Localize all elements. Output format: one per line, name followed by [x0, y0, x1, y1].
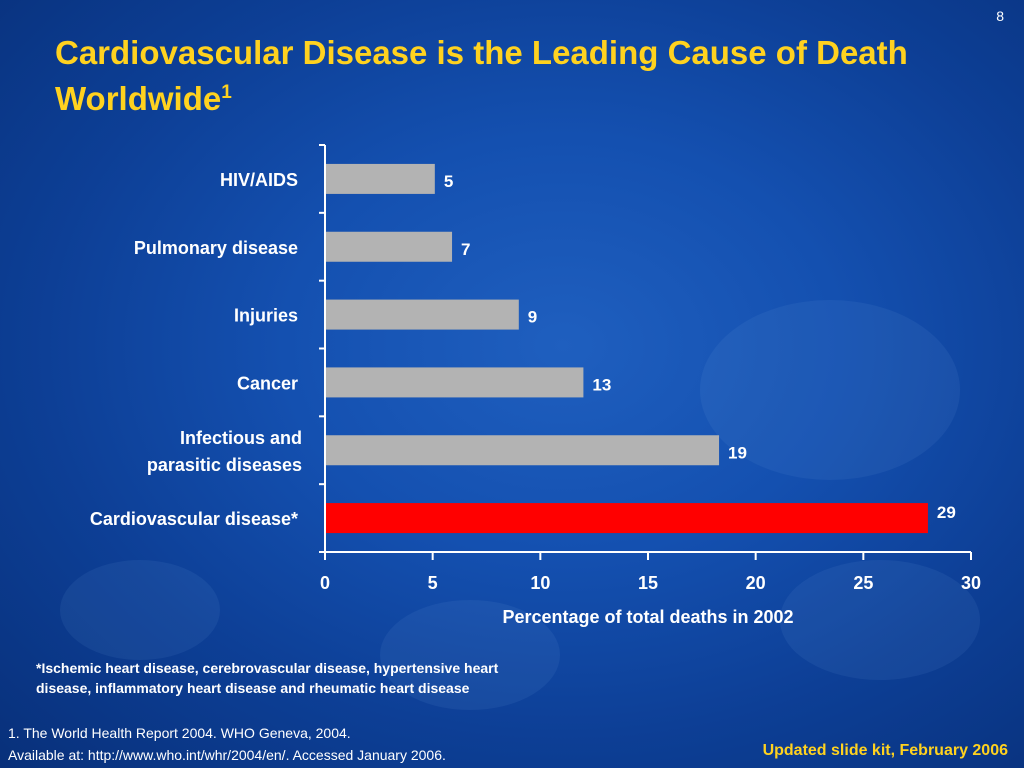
title-text: Cardiovascular Disease is the Leading Ca… [55, 34, 908, 117]
category-label: HIV/AIDS [220, 170, 298, 190]
category-label: Cardiovascular disease* [90, 509, 298, 529]
page-title: Cardiovascular Disease is the Leading Ca… [55, 30, 985, 122]
data-label: 29 [937, 503, 956, 522]
title-superscript: 1 [221, 82, 232, 103]
x-tick-label: 10 [530, 573, 550, 593]
footnote: *Ischemic heart disease, cerebrovascular… [36, 660, 499, 696]
x-tick-label: 30 [961, 573, 981, 593]
data-label: 13 [592, 375, 611, 394]
x-tick-label: 20 [746, 573, 766, 593]
x-tick-label: 15 [638, 573, 658, 593]
x-tick-label: 0 [320, 573, 330, 593]
bar [326, 503, 928, 534]
background-blob [780, 560, 980, 680]
reference-citation: 1. The World Health Report 2004. WHO Gen… [8, 725, 446, 763]
background-blob [700, 300, 960, 480]
bar [326, 163, 435, 194]
bar [326, 367, 584, 398]
background-blob [60, 560, 220, 660]
x-tick-label: 25 [853, 573, 873, 593]
slide-number: 8 [996, 8, 1004, 24]
category-label: Infectious and [180, 428, 302, 448]
data-label: 7 [461, 240, 470, 259]
bar [326, 435, 720, 466]
background-blob [380, 600, 560, 710]
category-label: Pulmonary disease [134, 238, 298, 258]
category-label: Cancer [237, 373, 298, 393]
slide-kit-note: Updated slide kit, February 2006 [762, 742, 1008, 759]
data-label: 5 [444, 172, 453, 191]
x-tick-label: 5 [428, 573, 438, 593]
category-label: parasitic diseases [147, 455, 302, 475]
x-axis-label: Percentage of total deaths in 2002 [502, 607, 793, 627]
data-label: 19 [728, 443, 747, 462]
category-label: Injuries [234, 306, 298, 326]
bar [326, 299, 519, 330]
data-label: 9 [528, 308, 537, 327]
bar [326, 231, 453, 262]
